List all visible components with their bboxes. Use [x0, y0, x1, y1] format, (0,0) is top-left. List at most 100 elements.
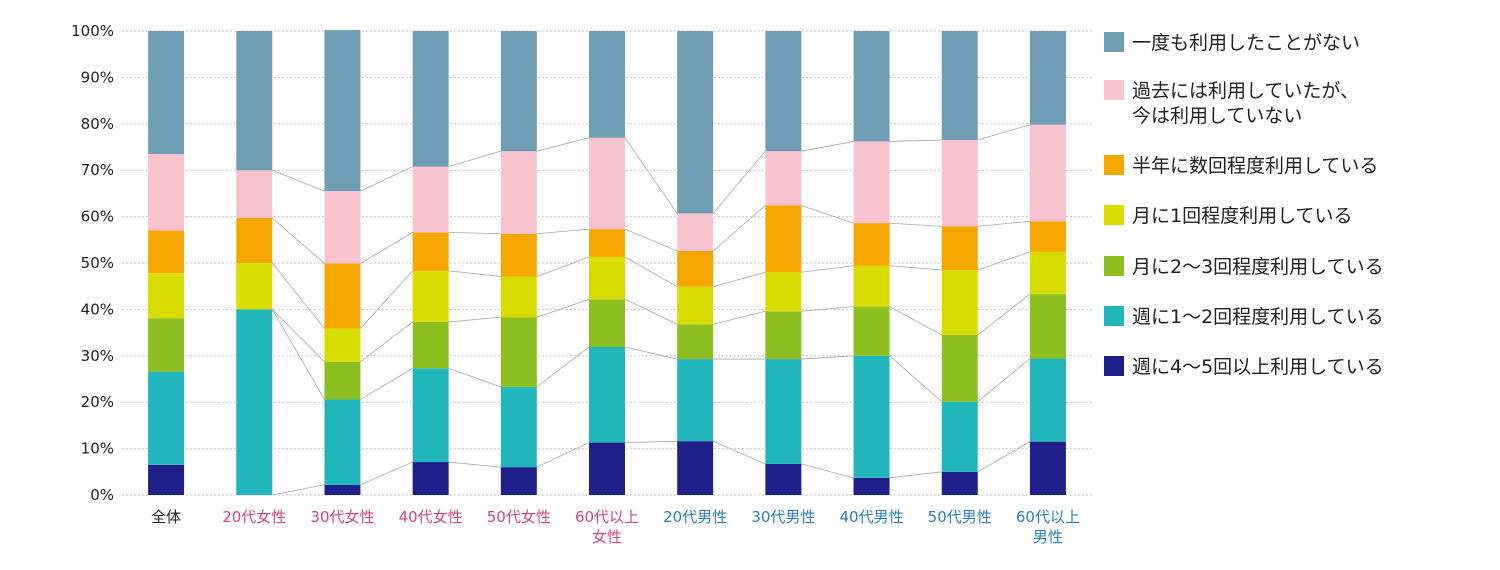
bars: [148, 30, 1066, 495]
bar-segment: [236, 217, 273, 263]
bar-segment: [941, 140, 978, 227]
connector-line: [712, 150, 766, 214]
connector-line: [272, 484, 325, 496]
connector-line: [536, 298, 590, 318]
series-2: [148, 294, 1066, 402]
legend-label-line: 過去には利用していたが、: [1132, 80, 1359, 102]
connector-line: [536, 228, 590, 235]
legend-item: 月に2〜3回程度利用している: [1104, 256, 1384, 278]
bar-segment: [148, 318, 185, 372]
bar-segment: [412, 462, 449, 495]
y-tick-label: 80%: [81, 115, 114, 133]
bar-segment: [148, 371, 185, 465]
legend-label-line: 週に1〜2回程度利用している: [1132, 306, 1384, 328]
connector-line: [624, 228, 678, 252]
connector-line: [360, 461, 413, 486]
y-tick-label: 20%: [81, 393, 114, 411]
legend-item: 過去には利用していたが、今は利用していない: [1104, 80, 1359, 127]
category-label: 20代女性: [222, 508, 286, 526]
bar-segment: [500, 276, 537, 318]
series-0: [148, 441, 1066, 495]
bar-segment: [589, 256, 625, 300]
category-label: 60代以上男性: [1016, 508, 1080, 546]
connector-line: [801, 306, 854, 312]
connector-line: [977, 251, 1031, 271]
legend-swatch: [1104, 155, 1124, 175]
bar-segment: [1029, 251, 1066, 295]
y-tick-label: 60%: [81, 208, 114, 226]
connector-line: [272, 217, 325, 264]
category-label-line: 30代女性: [310, 508, 374, 526]
y-tick-label: 70%: [81, 161, 114, 179]
y-tick-label: 90%: [81, 68, 114, 86]
connector-line: [977, 293, 1031, 336]
bar-segment: [500, 233, 537, 277]
series-6: [148, 30, 1066, 214]
bar-segment: [677, 250, 714, 287]
bar-segment: [765, 463, 802, 495]
bar-segment: [324, 191, 361, 264]
bar-segment: [236, 31, 273, 171]
connector-line: [624, 256, 678, 288]
connector-line: [271, 262, 325, 329]
y-tick-label: 40%: [81, 300, 114, 318]
connector-line: [536, 442, 590, 468]
category-label: 50代女性: [487, 508, 551, 526]
bar-segment: [500, 467, 537, 495]
bar-segment: [853, 306, 890, 356]
connector-line: [801, 265, 854, 273]
connector-line: [448, 316, 501, 323]
legend-label: 半年に数回程度利用している: [1132, 155, 1378, 177]
connector-line: [448, 367, 501, 388]
connector-lines: [271, 124, 1031, 496]
bar-segment: [853, 355, 890, 478]
bar-segment: [765, 151, 802, 206]
connector-line: [536, 256, 590, 277]
x-axis-labels: 全体 20代女性 30代女性 40代女性 50代女性 60代以上女性 20代男性 30代男性 4…: [151, 508, 1080, 546]
bar-segment: [941, 31, 978, 141]
connector-line: [713, 271, 766, 288]
bar-segment: [853, 477, 890, 495]
y-tick-label: 100%: [71, 22, 114, 40]
connector-line: [624, 137, 678, 214]
connector-line: [448, 231, 501, 235]
connector-line: [624, 346, 678, 360]
bar-segment: [324, 328, 361, 362]
bar-segment: [941, 269, 978, 335]
bar-segment: [765, 272, 802, 312]
bar-segment: [765, 311, 802, 360]
connector-line: [713, 440, 766, 465]
category-label-line: 40代女性: [399, 508, 463, 526]
category-label: 60代以上女性: [575, 508, 639, 546]
bar-segment: [765, 359, 802, 464]
category-label-line: 男性: [1033, 528, 1063, 546]
bar-segment: [853, 141, 890, 224]
connector-line: [977, 358, 1031, 403]
connector-line: [801, 205, 854, 224]
bar-segment: [412, 321, 449, 369]
bar-segment: [236, 263, 273, 310]
bar-segment: [324, 399, 361, 485]
bar-segment: [589, 346, 625, 443]
category-label-line: 50代女性: [487, 508, 551, 526]
connector-line: [624, 440, 678, 443]
connector-line: [713, 310, 766, 325]
bar-segment: [677, 286, 714, 325]
bar-segment: [500, 386, 537, 468]
category-label-line: 全体: [151, 508, 181, 526]
connector-line: [448, 461, 501, 468]
category-label: 40代男性: [839, 508, 903, 526]
legend-label: 週に4〜5回以上利用している: [1132, 356, 1384, 378]
legend-label-line: 月に2〜3回程度利用している: [1132, 256, 1384, 278]
bar-segment: [941, 471, 978, 495]
connector-line: [889, 471, 942, 479]
connector-line: [271, 309, 325, 363]
bar-segment: [941, 226, 978, 270]
legend-label: 一度も利用したことがない: [1132, 32, 1360, 54]
bar-segment: [677, 213, 714, 251]
legend-item: 一度も利用したことがない: [1104, 32, 1360, 54]
category-label-line: 20代女性: [222, 508, 286, 526]
bar-segment: [148, 230, 185, 274]
connector-line: [801, 355, 854, 360]
